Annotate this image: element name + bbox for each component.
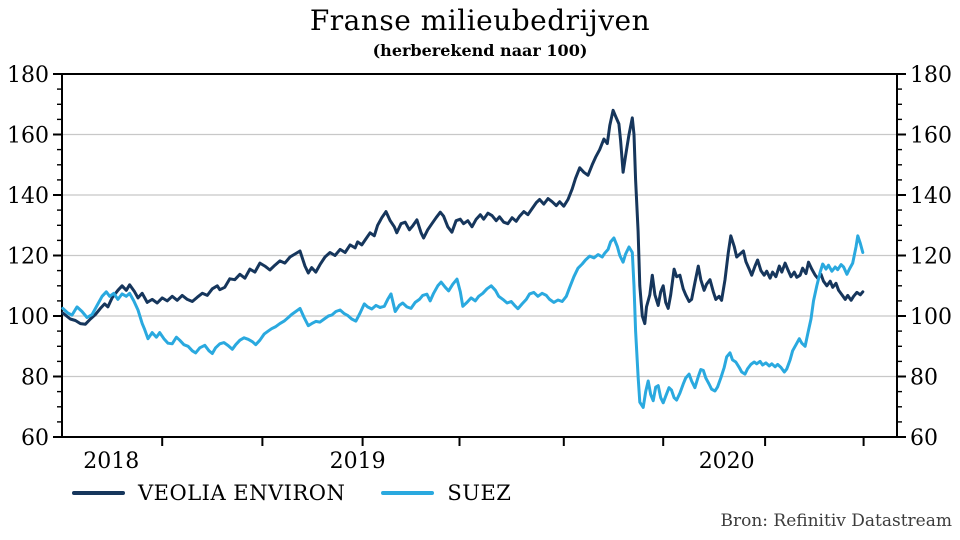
y-axis-label-right: 160 — [910, 124, 952, 149]
y-axis-label-left: 180 — [7, 63, 49, 88]
page-subtitle: (herberekend naar 100) — [372, 41, 588, 60]
series-line-veolia-environ — [61, 108, 865, 326]
y-axis-label-left: 160 — [7, 124, 49, 149]
x-axis-year-label: 2018 — [83, 449, 139, 474]
y-axis-label-right: 60 — [910, 426, 938, 451]
series-line-suez — [61, 234, 865, 409]
y-axis-label-right: 180 — [910, 63, 952, 88]
y-axis-label-left: 120 — [7, 245, 49, 270]
y-axis-label-right: 140 — [910, 184, 952, 209]
y-axis-label-right: 80 — [910, 366, 938, 391]
source-credit: Bron: Refinitiv Datastream — [720, 511, 952, 531]
page-title: Franse milieubedrijven — [309, 4, 651, 37]
y-axis-label-right: 100 — [910, 305, 952, 330]
legend-label-veolia: VEOLIA ENVIRON — [138, 481, 346, 505]
y-axis-label-left: 60 — [21, 426, 49, 451]
legend-item-veolia-environ: VEOLIA ENVIRON — [72, 481, 345, 505]
x-axis-year-label: 2019 — [330, 449, 386, 474]
suez-line-swatch-icon — [381, 491, 435, 495]
legend-item-suez: SUEZ — [381, 481, 511, 505]
legend: VEOLIA ENVIRON SUEZ — [72, 481, 511, 505]
y-axis-label-left: 100 — [7, 305, 49, 330]
y-axis-label-right: 120 — [910, 245, 952, 270]
legend-label-suez: SUEZ — [447, 481, 512, 505]
x-axis-year-label: 2020 — [699, 449, 755, 474]
y-axis-label-left: 80 — [21, 366, 49, 391]
y-axis-label-left: 140 — [7, 184, 49, 209]
plot-frame — [61, 73, 898, 438]
veolia-line-swatch-icon — [72, 491, 125, 495]
